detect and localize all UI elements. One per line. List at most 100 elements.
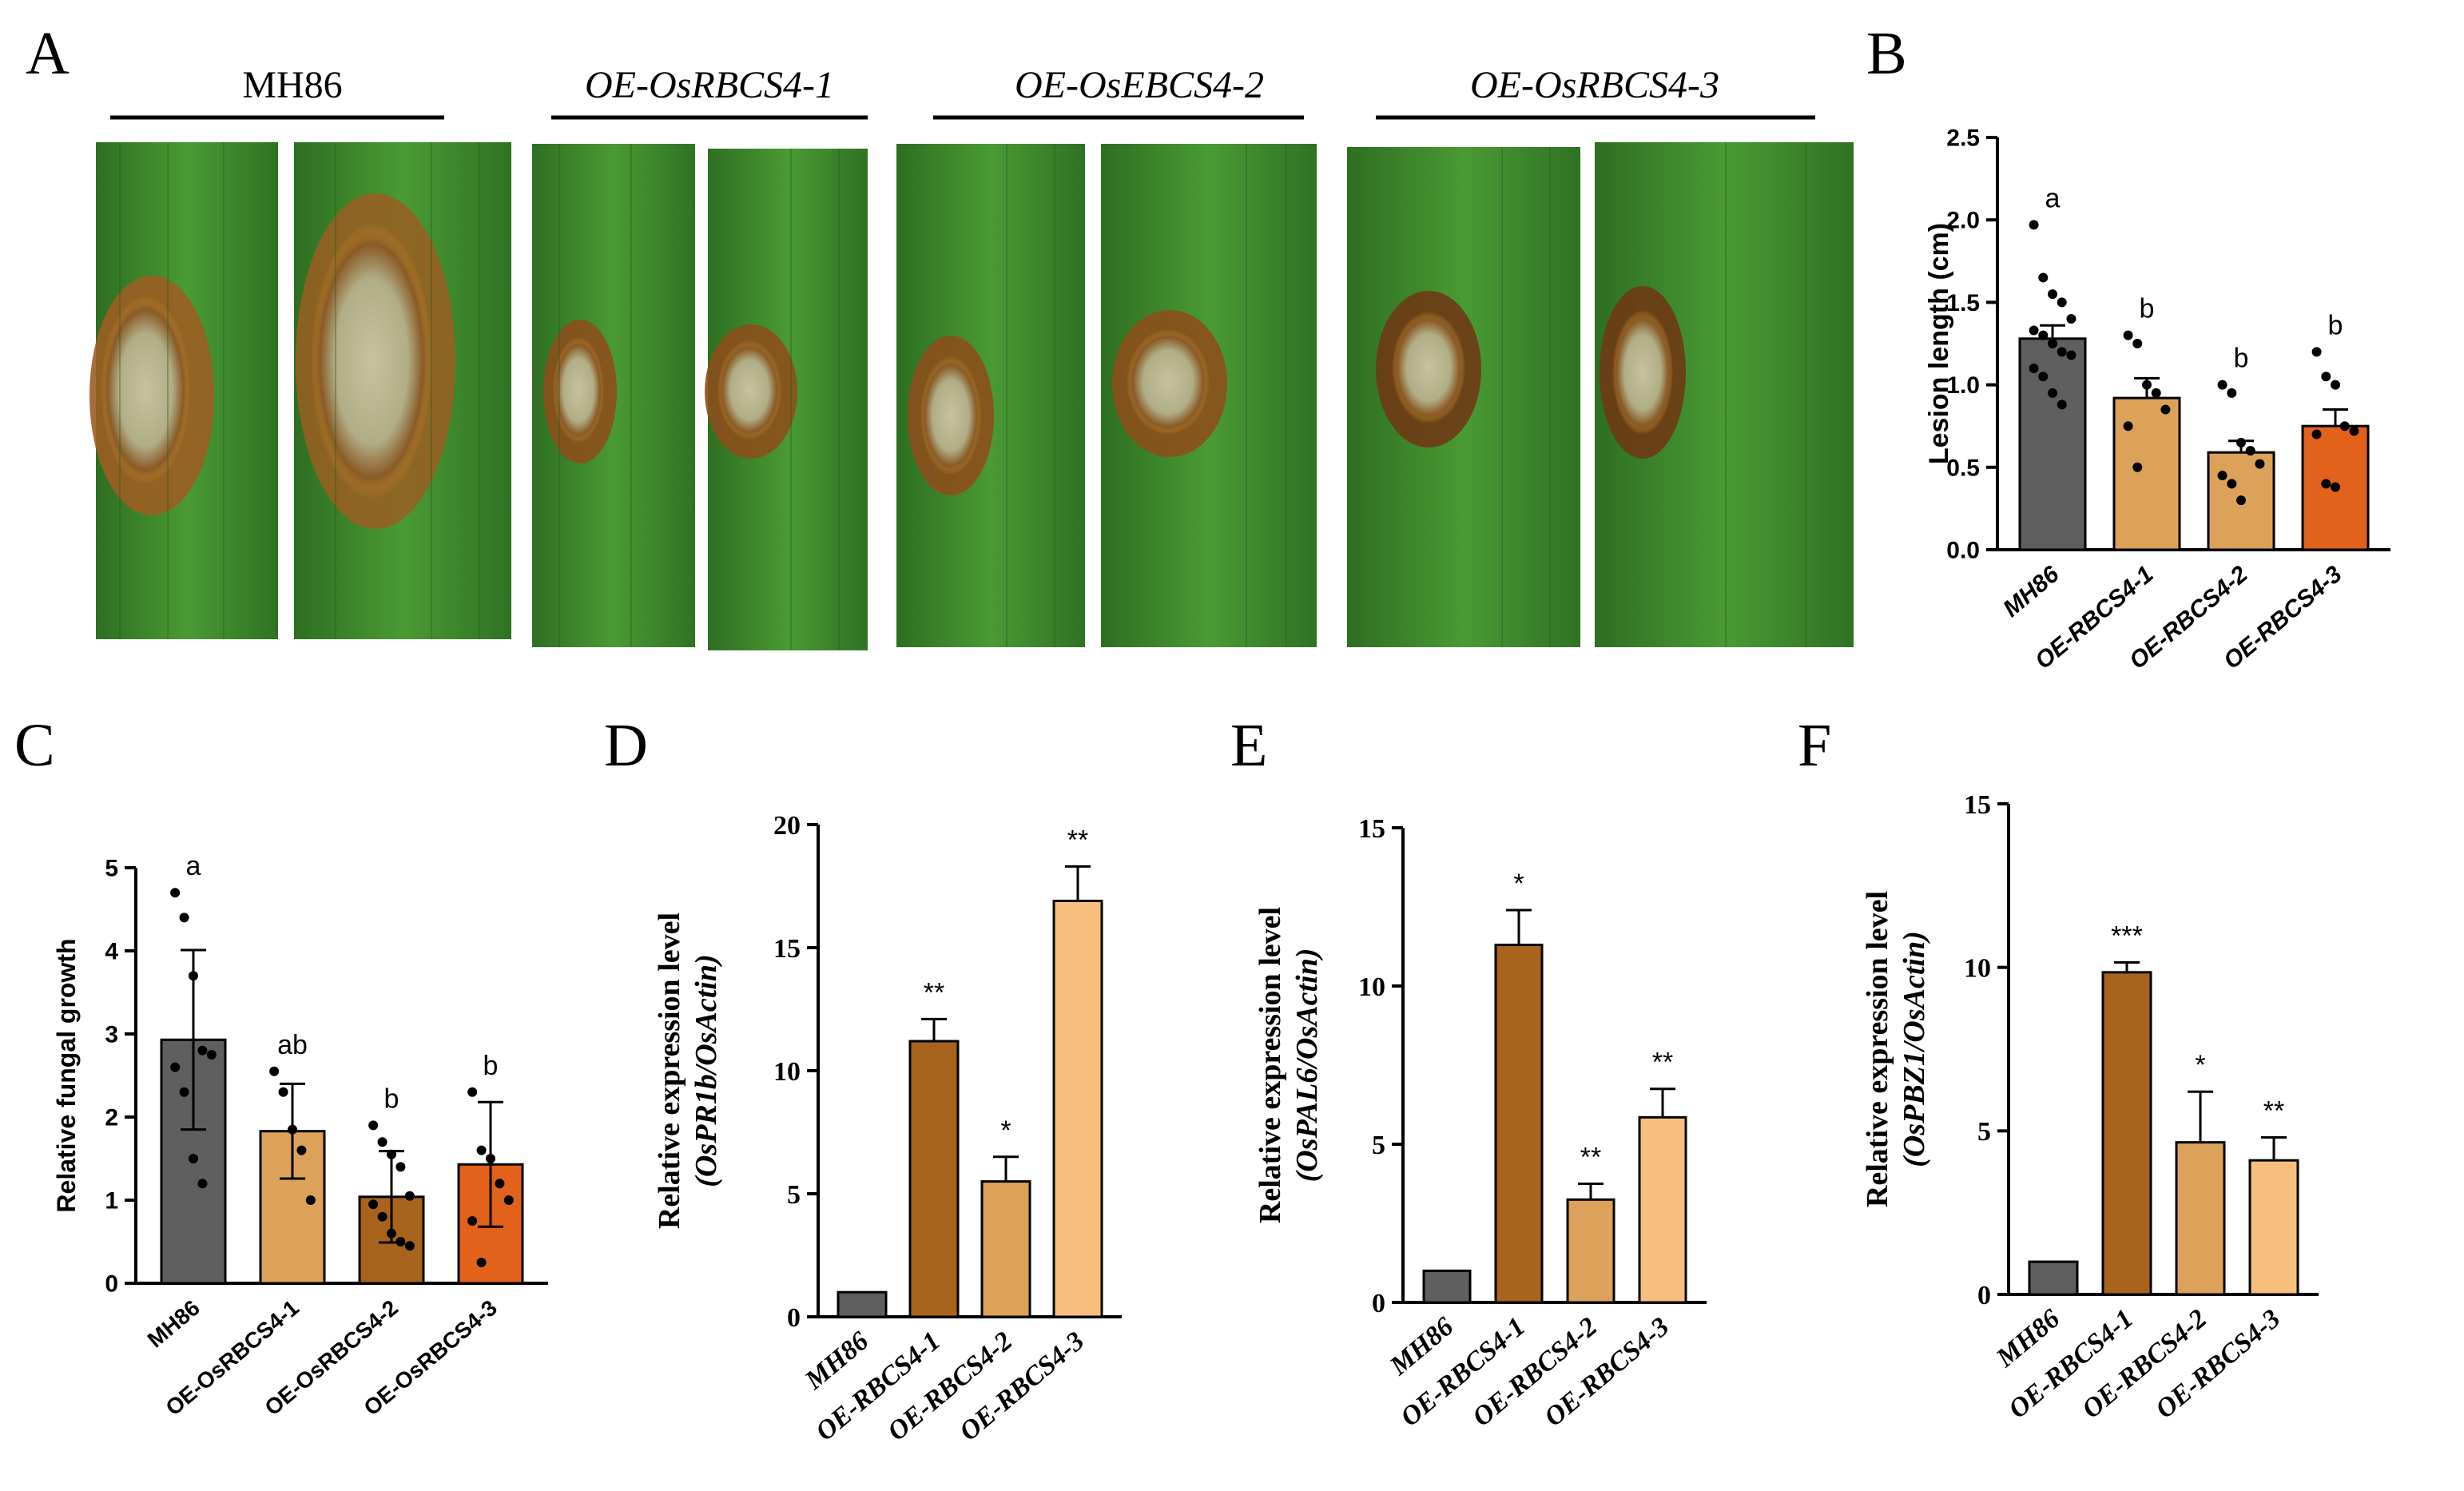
data-point: [2057, 400, 2067, 410]
data-point: [2123, 421, 2133, 431]
leaf-photo: [896, 144, 1085, 647]
y-tick-label: 10: [1358, 972, 1385, 1002]
data-point: [269, 1066, 280, 1076]
panel-e-letter: E: [1230, 712, 1267, 779]
significance-label: *: [1000, 1115, 1011, 1146]
data-point: [2066, 314, 2077, 324]
significance-label: a: [2045, 183, 2061, 213]
y-tick-label: 0: [1372, 1289, 1385, 1318]
data-point: [395, 1162, 406, 1172]
x-tick-label: OE-RBCS4-1: [810, 1326, 946, 1447]
panel-a-group-headers: MH86 OE-OsRBCS4-1 OE-OsEBCS4-2 OE-OsRBCS…: [110, 64, 1815, 120]
data-point: [2132, 462, 2143, 472]
data-point: [2255, 459, 2265, 469]
y-tick-label: 20: [773, 811, 801, 841]
x-tick-label: OE-RBCS4-2: [2077, 1304, 2212, 1425]
data-point: [387, 1149, 396, 1159]
y-tick-label: 5: [1372, 1131, 1385, 1160]
panel-f-letter: F: [1798, 712, 1831, 779]
data-point: [179, 912, 189, 923]
y-tick-label: 5: [1977, 1117, 1991, 1147]
bar: [980, 1180, 1031, 1318]
data-point: [476, 1258, 487, 1267]
leaf-photo: [294, 142, 511, 639]
data-point: [467, 1216, 478, 1226]
y-tick-label: 0: [787, 1303, 801, 1333]
y-tick-label: 1.0: [1946, 372, 1980, 399]
y-tick-label: 0.0: [1946, 538, 1980, 564]
y-axis-label: Relative expression level: [653, 912, 686, 1229]
data-point: [2038, 330, 2049, 340]
y-axis-label-line2: (OsPBZ1/OsActin): [1898, 931, 1931, 1167]
data-point: [2321, 479, 2331, 489]
y-tick-label: 15: [1358, 814, 1385, 844]
y-axis-label: Relative expression level: [1254, 907, 1287, 1223]
data-point: [170, 1062, 181, 1072]
data-point: [368, 1199, 379, 1210]
bar: [2101, 971, 2152, 1296]
group-label-mh86: MH86: [242, 64, 342, 106]
data-point: [2038, 272, 2049, 283]
significance-label: **: [1652, 1048, 1673, 1078]
data-point: [189, 1154, 198, 1163]
data-point: [2123, 330, 2133, 340]
x-tick-label: MH86: [1998, 561, 2065, 622]
bar: [1494, 944, 1544, 1304]
y-tick-label: 0: [1977, 1281, 1991, 1310]
y-axis-label-line2: (OsPR1b/OsActin): [690, 954, 723, 1187]
data-point: [197, 1179, 208, 1189]
y-tick-label: 0.5: [1946, 455, 1980, 481]
significance-label: b: [2234, 344, 2249, 374]
x-tick-label: OE-RBCS4-1: [1395, 1312, 1531, 1433]
y-tick-label: 10: [773, 1057, 801, 1087]
data-point: [305, 1195, 316, 1205]
data-point: [404, 1191, 415, 1201]
data-point: [476, 1145, 487, 1155]
data-point: [278, 1087, 288, 1097]
x-tick-label: OE-RBCS4-3: [1539, 1312, 1675, 1433]
bar: [2018, 337, 2087, 551]
data-point: [2132, 339, 2143, 348]
significance-label: b: [483, 1051, 499, 1081]
data-point: [2029, 325, 2039, 336]
data-point: [2236, 495, 2246, 506]
x-tick-label: OE-RBCS4-2: [882, 1326, 1018, 1447]
data-point: [189, 971, 198, 981]
data-point: [495, 1179, 505, 1189]
data-point: [179, 1087, 189, 1097]
y-tick-label: 0: [105, 1271, 118, 1298]
y-tick-label: 15: [1964, 790, 1991, 820]
leaf-photo: [1595, 142, 1854, 647]
leaf-photo: [1347, 147, 1580, 647]
data-point: [2331, 380, 2340, 390]
y-tick-label: 1: [105, 1188, 118, 1215]
significance-label: b: [2140, 294, 2155, 324]
bar: [1052, 899, 1103, 1318]
chart-d: 0 5 10 15 20 Relative expression level (OsPR1b…: [653, 811, 1122, 1447]
bar: [2112, 396, 2181, 551]
y-tick-label: 10: [1964, 954, 1991, 984]
y-axis-label: Relative expression level: [1861, 891, 1894, 1207]
leaf-photos: [89, 142, 1854, 650]
significance-label: **: [924, 977, 944, 1008]
y-tick-label: 1.5: [1946, 290, 1980, 316]
data-point: [2048, 388, 2057, 398]
data-point: [2227, 479, 2237, 489]
bar: [2175, 1141, 2226, 1296]
bar: [1638, 1115, 1687, 1304]
data-point: [404, 1241, 415, 1251]
data-point: [377, 1137, 387, 1147]
data-point: [2311, 347, 2322, 357]
data-point: [2321, 372, 2331, 382]
data-point: [2029, 363, 2039, 373]
x-tick-label: OE-RBCS4-3: [2150, 1304, 2286, 1425]
significance-label: b: [2328, 310, 2343, 340]
y-tick-label: 3: [105, 1022, 118, 1048]
significance-label: ab: [277, 1030, 308, 1060]
data-point: [2057, 347, 2067, 357]
significance-label: *: [2195, 1050, 2205, 1080]
data-point: [288, 1124, 297, 1135]
data-point: [2057, 297, 2067, 308]
data-point: [206, 1050, 217, 1060]
